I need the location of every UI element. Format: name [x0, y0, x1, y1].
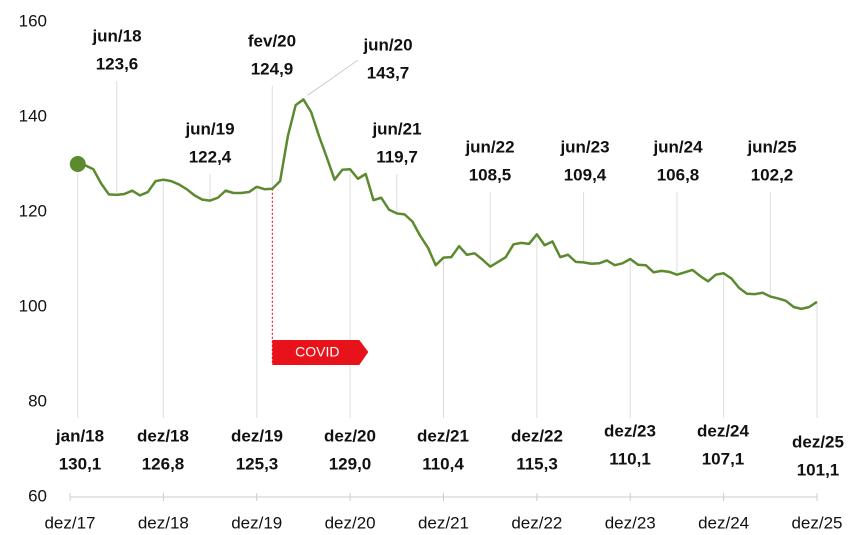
- value-label: 108,5: [469, 165, 512, 184]
- point-label: jun/24: [652, 137, 703, 156]
- point-label: fev/20: [248, 31, 296, 50]
- leader-line: [307, 59, 359, 96]
- x-tick-label: dez/21: [418, 513, 469, 532]
- point-label: jun/20: [362, 35, 412, 54]
- value-label: 126,8: [142, 454, 185, 473]
- x-tick-label: dez/24: [698, 513, 749, 532]
- value-label: 101,1: [797, 460, 840, 479]
- y-tick-label: 160: [19, 11, 47, 30]
- x-tick-label: dez/22: [511, 513, 562, 532]
- x-tick-label: dez/25: [791, 513, 842, 532]
- value-label: 110,4: [422, 454, 464, 473]
- y-tick-label: 100: [19, 296, 47, 315]
- point-label: jun/23: [559, 137, 609, 156]
- point-label: dez/19: [231, 426, 283, 445]
- point-label: jun/25: [746, 137, 796, 156]
- point-label: jun/19: [184, 119, 234, 138]
- value-label: 115,3: [516, 454, 558, 473]
- y-tick-label: 140: [19, 106, 47, 125]
- value-label: 119,7: [376, 147, 418, 166]
- point-label: dez/21: [417, 426, 469, 445]
- point-label: dez/22: [511, 426, 563, 445]
- value-label: 122,4: [189, 147, 232, 166]
- point-label: dez/23: [604, 421, 656, 440]
- value-label: 123,6: [96, 54, 139, 73]
- start-dot: [69, 156, 86, 173]
- y-tick-label: 120: [19, 201, 47, 220]
- value-label: 110,1: [609, 449, 651, 468]
- value-label: 143,7: [367, 63, 410, 82]
- y-tick-label: 60: [28, 486, 47, 505]
- line: [77, 98, 818, 311]
- point-label: jun/21: [371, 119, 421, 138]
- value-label: 129,0: [329, 454, 372, 473]
- point-label: dez/20: [324, 426, 376, 445]
- x-tick-label: dez/20: [325, 513, 376, 532]
- value-label: 106,8: [657, 165, 700, 184]
- point-label: dez/18: [137, 426, 189, 445]
- point-label: jan/18: [55, 426, 104, 445]
- covid-flag: [272, 340, 369, 365]
- y-tick-label: 80: [28, 391, 47, 410]
- x-tick-label: dez/19: [231, 513, 282, 532]
- point-label: dez/24: [697, 421, 750, 440]
- point-label: jun/18: [91, 26, 141, 45]
- point-label: dez/25: [792, 432, 844, 451]
- x-tick-label: dez/18: [138, 513, 189, 532]
- value-label: 130,1: [59, 454, 102, 473]
- value-label: 107,1: [702, 449, 745, 468]
- value-label: 102,2: [751, 165, 794, 184]
- value-label: 109,4: [564, 165, 607, 184]
- value-label: 124,9: [251, 59, 294, 78]
- covid-label: COVID: [295, 344, 339, 360]
- point-label: jun/22: [464, 137, 514, 156]
- value-label: 125,3: [236, 454, 279, 473]
- x-tick-label: dez/17: [44, 513, 95, 532]
- x-tick-label: dez/23: [605, 513, 656, 532]
